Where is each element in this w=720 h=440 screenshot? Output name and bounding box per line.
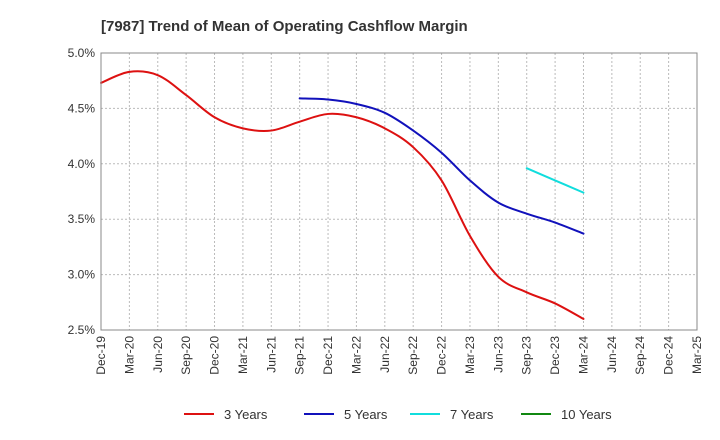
series-line-7-years — [525, 167, 585, 194]
x-tick-label: Mar-25 — [690, 336, 704, 374]
x-tick-label: Dec-21 — [321, 336, 335, 375]
x-tick-label: Jun-21 — [264, 336, 278, 373]
series-lines — [100, 70, 585, 320]
series-line-3-years — [100, 70, 585, 320]
legend-label: 5 Years — [344, 407, 388, 422]
y-tick-label: 4.0% — [68, 157, 96, 171]
x-tick-label: Mar-24 — [576, 336, 590, 374]
chart-title: [7987] Trend of Mean of Operating Cashfl… — [101, 18, 468, 35]
x-axis: Dec-19 Mar-20 Jun-20 Sep-20 Dec-20 Mar-21 Jun-… — [94, 336, 704, 375]
legend-item: 3 Years — [184, 407, 268, 422]
y-axis: 5.0% 4.5% 4.0% 3.5% 3.0% 2.5% — [68, 46, 96, 337]
x-tick-label: Sep-21 — [293, 336, 307, 375]
x-tick-label: Jun-23 — [491, 336, 505, 373]
x-tick-label: Mar-21 — [236, 336, 250, 374]
x-tick-label: Jun-22 — [378, 336, 392, 373]
y-tick-label: 3.0% — [68, 268, 96, 282]
legend-label: 3 Years — [224, 407, 268, 422]
grid — [100, 52, 698, 331]
x-tick-label: Jun-20 — [151, 336, 165, 373]
legend-item: 5 Years — [304, 407, 388, 422]
legend-label: 7 Years — [450, 407, 494, 422]
legend-item: 7 Years — [410, 407, 494, 422]
x-tick-label: Dec-24 — [662, 336, 676, 375]
x-tick-label: Sep-22 — [406, 336, 420, 375]
x-tick-label: Dec-19 — [94, 336, 108, 375]
legend-label: 10 Years — [561, 407, 612, 422]
series-line-5-years — [298, 97, 585, 235]
y-tick-label: 2.5% — [68, 323, 96, 337]
x-tick-label: Mar-22 — [349, 336, 363, 374]
x-tick-label: Sep-24 — [633, 336, 647, 375]
x-tick-label: Jun-24 — [605, 336, 619, 373]
x-tick-label: Sep-20 — [179, 336, 193, 375]
x-tick-label: Dec-23 — [548, 336, 562, 375]
x-tick-label: Dec-20 — [208, 336, 222, 375]
plot-border — [100, 52, 698, 331]
y-tick-label: 4.5% — [68, 101, 96, 115]
x-tick-label: Mar-23 — [463, 336, 477, 374]
y-tick-label: 5.0% — [68, 46, 96, 60]
y-tick-label: 3.5% — [68, 212, 96, 226]
legend-item: 10 Years — [521, 407, 612, 422]
x-tick-label: Dec-22 — [435, 336, 449, 375]
x-tick-label: Sep-23 — [520, 336, 534, 375]
legend: 3 Years 5 Years 7 Years 10 Years — [184, 407, 612, 422]
x-tick-label: Mar-20 — [122, 336, 136, 374]
